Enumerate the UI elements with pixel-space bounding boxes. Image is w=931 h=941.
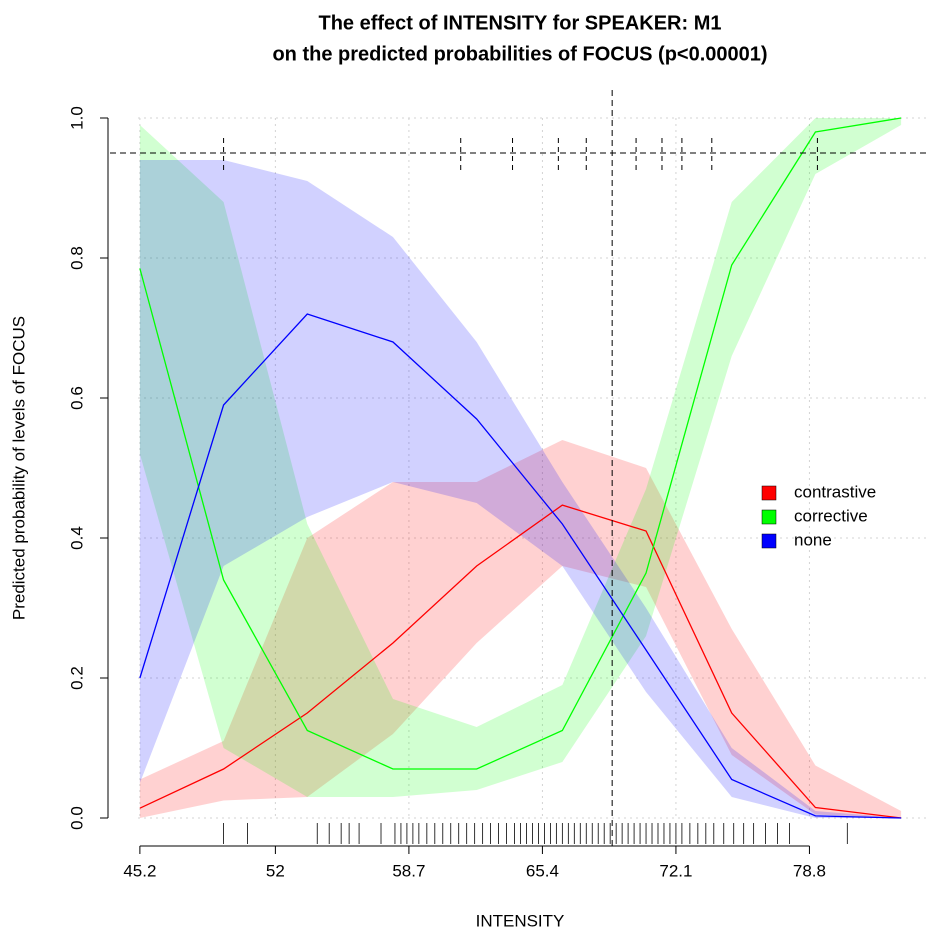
series-line	[139, 504, 902, 819]
confidence-band	[139, 160, 902, 818]
x-tick-label: 78.8	[793, 861, 826, 880]
confidence-band	[139, 118, 902, 797]
x-tick-label: 72.1	[659, 861, 692, 880]
y-tick-label: 0.8	[67, 246, 86, 270]
legend-label: none	[794, 530, 832, 549]
confidence-band	[139, 440, 902, 818]
y-tick-label: 0.0	[67, 806, 86, 830]
y-tick-label: 0.2	[67, 666, 86, 690]
chart-title: on the predicted probabilities of FOCUS …	[272, 43, 767, 65]
legend-swatch	[761, 533, 777, 549]
x-tick-label: 45.2	[123, 861, 156, 880]
y-tick-label: 0.4	[67, 526, 86, 550]
legend-label: corrective	[794, 506, 868, 525]
x-tick-label: 65.4	[526, 861, 559, 880]
legend-swatch	[761, 485, 777, 501]
x-tick-label: 58.7	[392, 861, 425, 880]
y-axis-label: Predicted probability of levels of FOCUS	[9, 316, 28, 620]
legend-swatch	[761, 509, 777, 525]
y-tick-label: 0.6	[67, 386, 86, 410]
y-tick-label: 1.0	[67, 106, 86, 130]
x-axis-label: INTENSITY	[476, 911, 565, 930]
legend-label: contrastive	[794, 482, 876, 501]
x-tick-label: 52	[266, 861, 285, 880]
series-line	[139, 117, 902, 770]
chart-title: The effect of INTENSITY for SPEAKER: M1	[318, 12, 721, 34]
series-line	[139, 313, 902, 819]
